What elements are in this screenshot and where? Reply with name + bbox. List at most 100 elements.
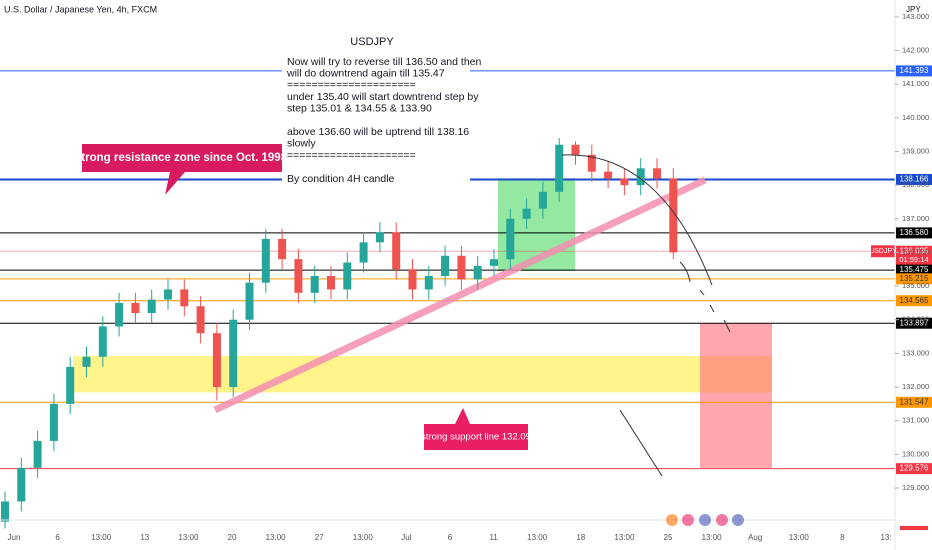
arrows [561,154,731,477]
x-tick-label: 13:00 [614,533,635,542]
price-label: 134.565 [900,296,929,305]
candle-body [33,440,42,468]
y-tick-label: 143.000 [902,12,929,21]
x-tick-label: 20 [228,533,237,542]
y-tick-label: 136.000 [902,247,929,256]
note-line: slowly [287,138,316,150]
note-line: will do downtrend again till 135.47 [286,67,445,79]
x-tick-label: 25 [664,533,673,542]
y-axis-label: JPY [906,5,921,14]
candle-body [278,238,287,260]
y-tick-label: 131.000 [902,416,929,425]
x-tick-label: 27 [315,533,324,542]
x-tick-label: 13:00 [91,533,112,542]
zone [73,356,772,393]
note-line: By condition 4H candle [287,173,395,185]
price-label: 135.475 [900,265,929,274]
y-tick-label: 132.000 [902,382,929,391]
y-tick-label: 138.000 [902,180,929,189]
note-line: ===================== [287,149,416,161]
price-label: 135.215 [900,274,929,283]
candle-body [196,306,205,334]
symbol-label: USDJPY [869,248,897,255]
candle-body [375,232,384,243]
price-label: 141.393 [900,66,929,75]
candle-body [620,178,629,186]
price-label-box [896,65,932,77]
candle-body [1,501,9,522]
y-tick-label: 135.000 [902,281,929,290]
y-tick-label: 130.000 [902,449,929,458]
candle-body [538,191,547,209]
candle-body [229,319,238,388]
note-background [282,30,470,190]
x-tick-label: 13:00 [178,533,199,542]
y-tick-label: 140.000 [902,113,929,122]
candle-body [17,467,26,502]
price-label: 131.547 [900,397,929,406]
candle-body [522,208,531,219]
candle-body [294,259,303,293]
x-tick-label: 6 [448,533,453,542]
support-text: strong support line 132.09 [421,432,531,443]
x-tick-label: 13:00 [702,533,723,542]
candle-body [359,242,368,263]
candle-body [587,154,596,172]
candle-body [327,275,335,290]
y-tick-label: 142.000 [902,45,929,54]
candle-body [245,282,254,320]
candle-body [636,168,645,186]
candle-body [115,302,124,327]
candle-body [506,218,515,260]
price-label-box [896,227,932,239]
support-callout [424,408,528,450]
resistance-text: strong resistance zone since Oct. 1998 [75,152,288,164]
candle-body [147,299,156,314]
candle-body [441,255,450,276]
candle-body [653,168,661,179]
candle-body [212,333,221,388]
x-tick-label: 13 [140,533,149,542]
candle-body [310,275,319,293]
candle-body [131,302,140,314]
note-line: Now will try to reverse till 136.50 and … [287,56,482,68]
marker [900,526,928,530]
y-tick-label: 137.000 [902,214,929,223]
candle-body [343,262,352,290]
price-label: 129.576 [900,464,929,473]
y-tick-label: 129.000 [902,483,929,492]
note-line: step 135.01 & 134.55 & 133.90 [287,103,432,115]
candle-body [604,171,613,179]
chart-title: U.S. Dollar / Japanese Yen, 4h, FXCM [4,4,157,14]
candle-body [82,356,91,367]
price-label-box [896,295,932,307]
candle-body [49,403,58,441]
x-tick-label: 13: [880,533,891,542]
note-line: under 135.40 will start downtrend step b… [287,91,479,103]
candle-body [261,238,270,283]
x-tick-label: Jun [8,533,21,542]
note-heading: USDJPY [350,36,394,48]
price-label-box [896,463,932,475]
x-tick-label: 11 [489,533,498,542]
price-label: 138.166 [900,175,929,184]
zone [700,323,772,468]
event-icons [666,514,744,526]
x-tick-label: 13:00 [789,533,810,542]
x-tick-label: 8 [840,533,845,542]
price-label: 136.580 [900,228,929,237]
candle-body [180,289,189,307]
candle-body [98,326,107,357]
note-line: ===================== [287,79,416,91]
candle-body [424,275,433,290]
price-label-box [896,273,932,285]
trend-line [213,176,707,414]
x-tick-label: 6 [55,533,60,542]
resistance-callout [82,144,282,195]
price-label-box [896,174,932,186]
candle-body [392,232,401,270]
symbol-box [871,245,895,258]
candle-body [164,289,172,300]
x-tick-label: Jul [401,533,411,542]
